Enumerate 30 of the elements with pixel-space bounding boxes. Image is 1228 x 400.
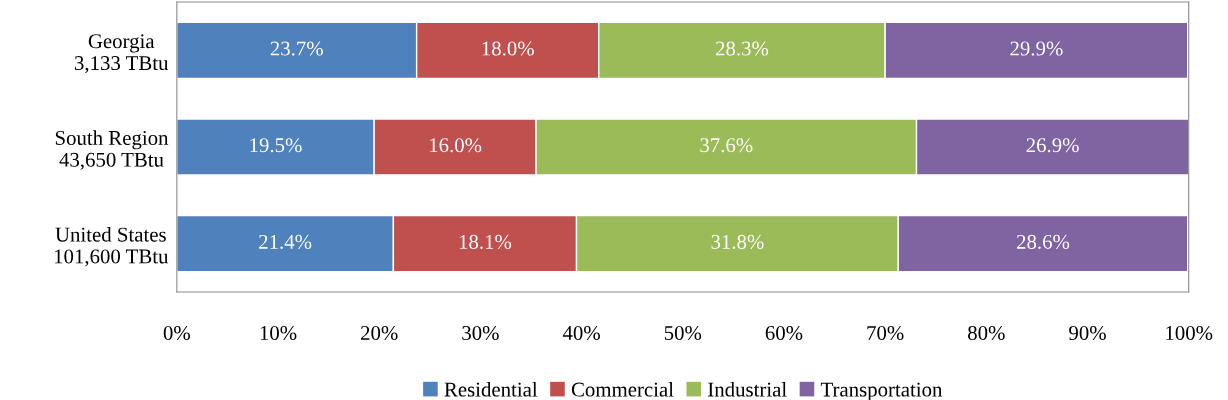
data-label: 29.9% bbox=[1010, 41, 1063, 56]
data-label: 16.0% bbox=[430, 138, 482, 153]
data-label: 31.8% bbox=[711, 234, 764, 249]
x-tick-label: 30% bbox=[462, 325, 499, 341]
legend-label: Transportation bbox=[820, 382, 943, 400]
x-tick-label: 20% bbox=[361, 325, 398, 341]
x-tick-label: 70% bbox=[867, 325, 904, 341]
x-tick-label: 40% bbox=[562, 325, 600, 341]
data-label: 28.3% bbox=[715, 41, 769, 56]
x-tick-label: 60% bbox=[765, 325, 803, 341]
data-label: 37.6% bbox=[700, 138, 753, 153]
y-tick-label: United States 101,600 TBtu bbox=[54, 226, 169, 267]
data-label: 19.5% bbox=[250, 138, 302, 153]
x-tick-label: 80% bbox=[968, 325, 1005, 341]
legend-label: Residential bbox=[444, 381, 538, 397]
data-label: 18.0% bbox=[482, 41, 534, 56]
x-tick-label: 90% bbox=[1069, 325, 1106, 341]
x-tick-label: 0% bbox=[163, 325, 191, 341]
y-tick-label: South Region 43,650 TBtu bbox=[55, 130, 169, 170]
x-tick-label: 100% bbox=[1166, 325, 1213, 341]
data-label: 26.9% bbox=[1026, 138, 1079, 153]
data-label: 18.1% bbox=[459, 234, 512, 249]
legend-label: Industrial bbox=[708, 381, 787, 397]
x-tick-label: 10% bbox=[260, 325, 297, 341]
legend-label: Commercial bbox=[571, 381, 674, 397]
x-tick-label: 50% bbox=[664, 325, 702, 341]
data-label: 28.6% bbox=[1017, 234, 1070, 249]
data-label: 21.4% bbox=[259, 234, 312, 249]
data-label: 23.7% bbox=[270, 41, 323, 56]
y-tick-label: Georgia 3,133 TBtu bbox=[74, 34, 169, 74]
